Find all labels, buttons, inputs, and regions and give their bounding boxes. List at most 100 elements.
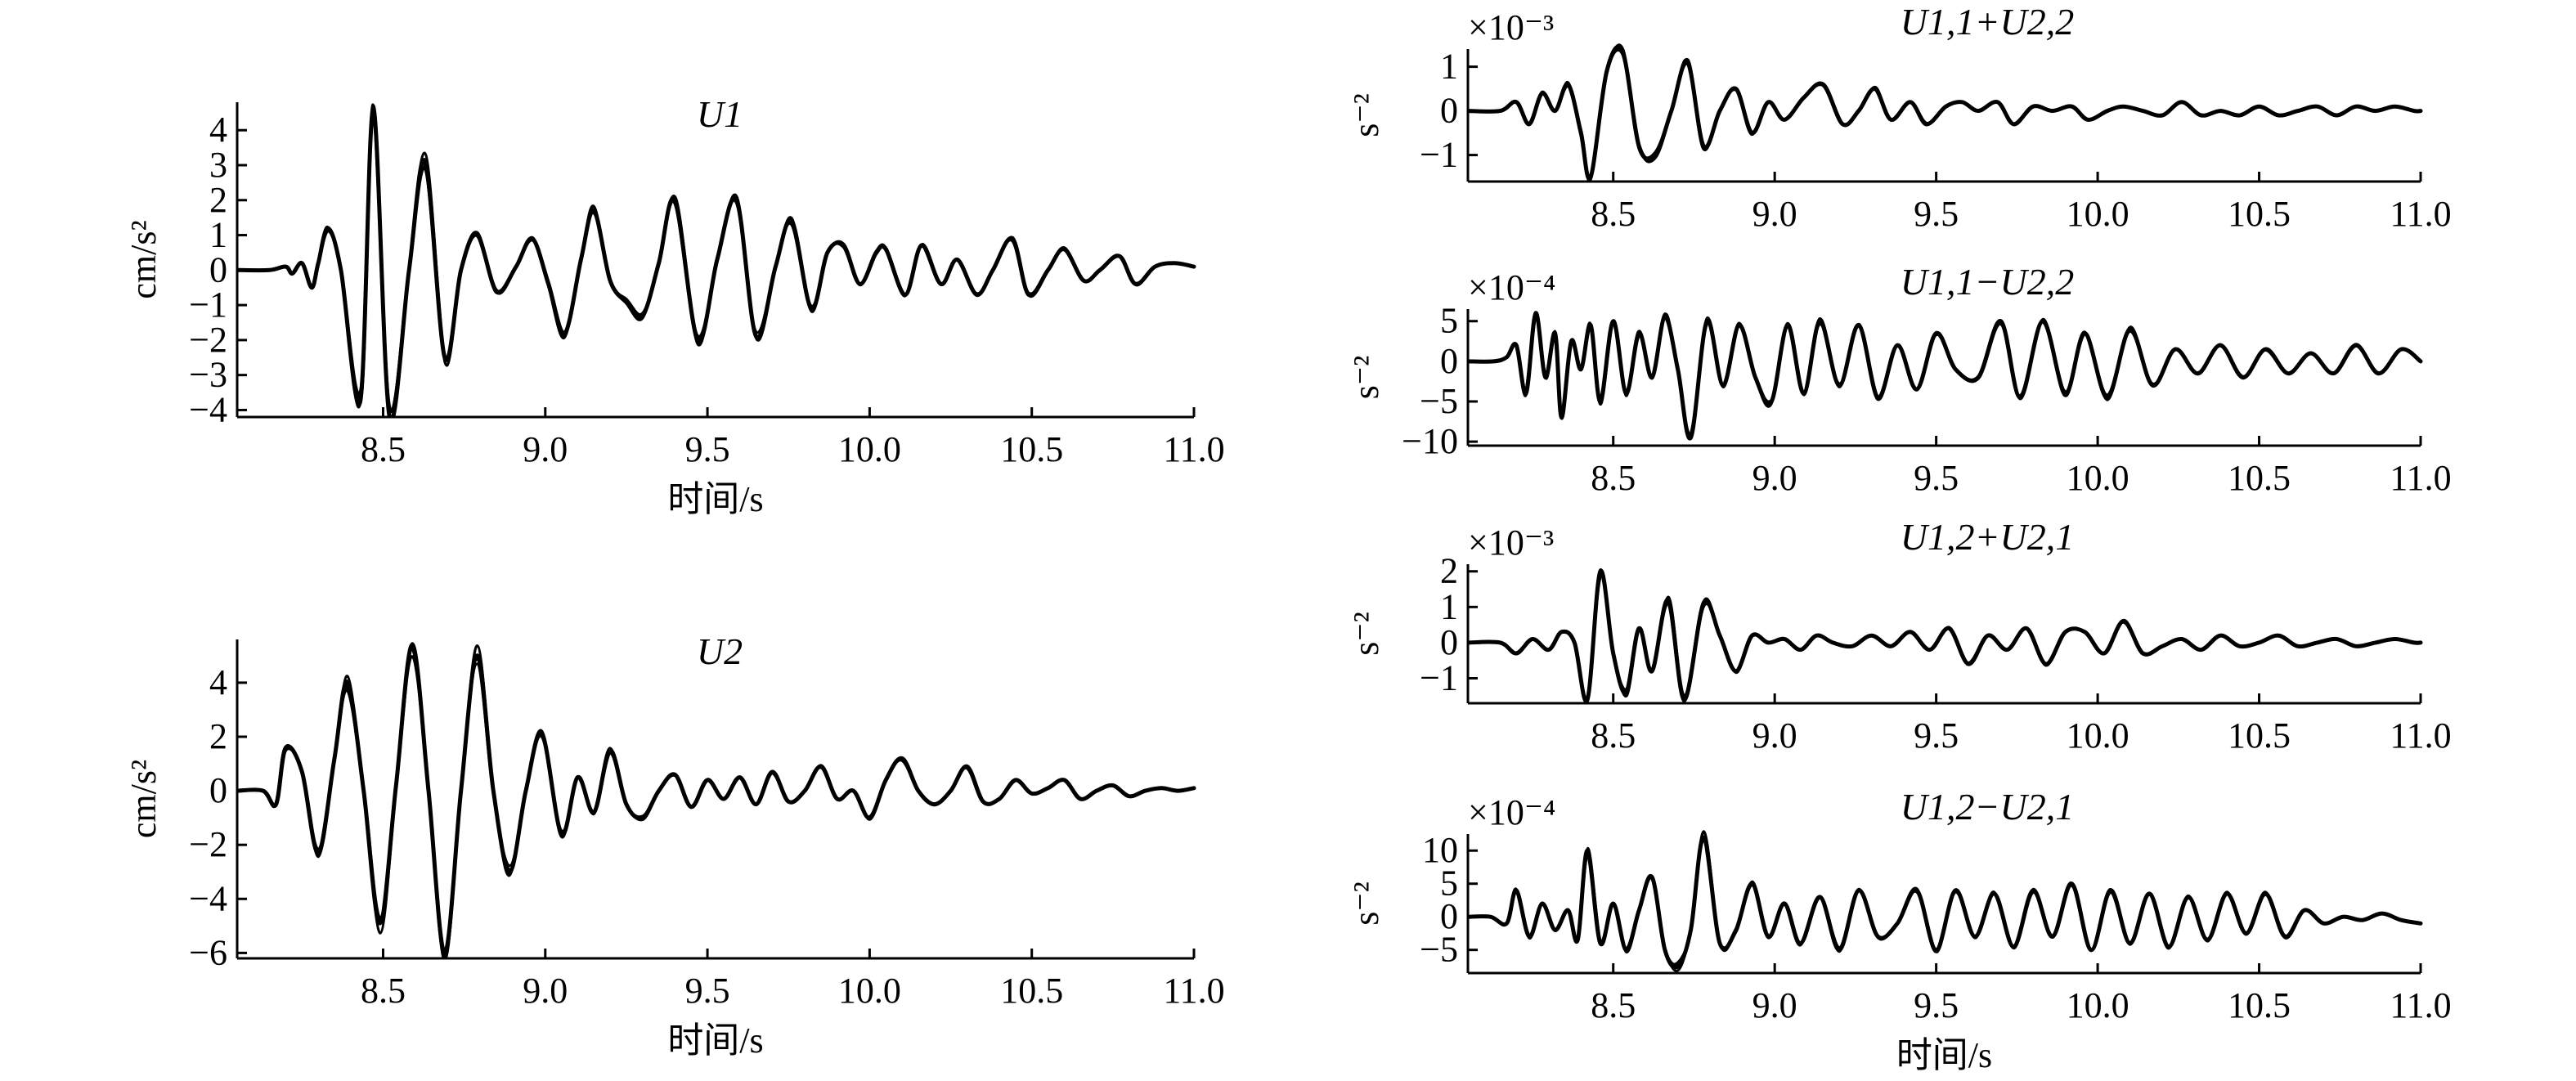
x-axis-label: 时间/s (667, 1020, 763, 1061)
series-line (1468, 831, 2422, 969)
series-line (1468, 835, 2423, 970)
panel-title: U1,2−U2,1 (1901, 786, 2074, 828)
x-tick-label: 11.0 (2390, 194, 2451, 234)
y-tick-label: 5 (1440, 863, 1458, 904)
y-axis-label: s⁻² (1346, 881, 1386, 926)
x-tick-label: 10.5 (2228, 985, 2291, 1025)
y-tick-label: −10 (1402, 421, 1458, 461)
scale-factor-label: ×10⁻⁴ (1468, 267, 1555, 307)
chart-u11-minus-u22: 8.5 9.0 9.5 10.0 10.5 11.0 50−5−10 s⁻² ×10⁻⁴ U1,1… (1346, 261, 2452, 498)
y-tick-label: 1 (1440, 586, 1458, 626)
x-tick-label: 10.0 (838, 971, 901, 1011)
x-tick-label: 9.5 (1914, 985, 1959, 1025)
x-tick-label: 11.0 (1163, 429, 1224, 469)
scale-factor-label: ×10⁻³ (1468, 523, 1554, 563)
x-tick-label: 9.0 (1752, 715, 1797, 756)
series-line (237, 642, 1196, 957)
y-axis-label: s⁻² (1346, 356, 1386, 400)
panel-title: U1,1−U2,2 (1901, 261, 2074, 303)
x-tick-label: 11.0 (1163, 971, 1224, 1011)
x-tick-label: 8.5 (1591, 715, 1636, 756)
panel-title: U1,1+U2,2 (1901, 1, 2074, 43)
x-axis-label: 时间/s (1896, 1035, 1992, 1075)
y-axis-label: cm/s² (123, 760, 164, 838)
chart-u2: 8.5 9.0 9.5 10.0 10.5 11.0 4 2 0 −2 −4 −6 cm/s² 时间/s U… (123, 630, 1225, 1061)
y-tick-label: −1 (1420, 657, 1458, 697)
x-tick-label: 9.0 (523, 429, 568, 469)
series-line (1468, 46, 2423, 182)
x-tick-label: 8.5 (1591, 985, 1636, 1025)
y-tick-label: 5 (1440, 301, 1458, 341)
x-tick-label: 11.0 (2390, 715, 2451, 756)
x-tick-label: 10.0 (2067, 458, 2129, 498)
panel-title: U2 (697, 630, 743, 672)
y-tick-label: 2 (209, 716, 227, 756)
y-tick-label: 2 (209, 180, 227, 220)
y-tick-label: 4 (209, 662, 227, 702)
series-line (237, 642, 1195, 958)
y-tick-label: −1 (1420, 135, 1458, 175)
x-tick-label: 9.5 (1914, 715, 1959, 756)
x-tick-label: 8.5 (361, 971, 406, 1011)
y-axis-label: s⁻² (1346, 612, 1386, 656)
y-tick-label: 10 (1422, 830, 1458, 870)
chart-u11-plus-u22: 8.5 9.0 9.5 10.0 10.5 11.0 10−1 s⁻² ×10⁻³ U1,1+U2… (1346, 1, 2452, 234)
x-tick-label: 9.0 (1752, 458, 1797, 498)
series-line (1468, 837, 2422, 966)
series-line (237, 644, 1195, 952)
y-tick-label: −2 (189, 824, 227, 864)
series-line (237, 104, 1196, 413)
y-tick-label: 0 (1440, 896, 1458, 936)
x-tick-label: 10.5 (1000, 971, 1063, 1011)
x-tick-label: 8.5 (1591, 458, 1636, 498)
panel-title: U1,2+U2,1 (1901, 516, 2074, 558)
y-tick-label: −5 (1420, 930, 1458, 970)
y-tick-label: 4 (209, 110, 227, 150)
y-tick-label: 0 (1440, 341, 1458, 381)
x-tick-label: 10.0 (2067, 985, 2129, 1025)
series-line (1468, 312, 2422, 439)
y-tick-label: 2 (1440, 551, 1458, 591)
y-tick-label: 3 (209, 145, 227, 185)
x-tick-label: 10.0 (838, 429, 901, 469)
x-tick-label: 9.0 (523, 971, 568, 1011)
y-tick-label: 0 (1440, 622, 1458, 662)
x-tick-label: 10.5 (2228, 194, 2291, 234)
y-tick-label: −2 (189, 320, 227, 360)
scale-factor-label: ×10⁻³ (1468, 7, 1554, 47)
x-tick-label: 11.0 (2390, 985, 2451, 1025)
x-tick-label: 9.5 (1914, 194, 1959, 234)
series-line (1468, 830, 2422, 966)
x-tick-label: 10.0 (2067, 715, 2129, 756)
y-tick-label: 1 (209, 215, 227, 255)
x-tick-label: 10.0 (2067, 194, 2129, 234)
x-tick-label: 9.5 (685, 429, 730, 469)
x-tick-label: 8.5 (361, 429, 406, 469)
x-tick-label: 9.5 (685, 971, 730, 1011)
series-line (1468, 568, 2422, 702)
y-tick-label: −4 (189, 389, 227, 429)
x-tick-label: 10.5 (2228, 715, 2291, 756)
x-tick-label: 8.5 (1591, 194, 1636, 234)
y-tick-label: −5 (1420, 381, 1458, 421)
series-line (1468, 43, 2422, 182)
y-axis-label: cm/s² (123, 220, 164, 298)
y-tick-label: 0 (209, 770, 227, 810)
x-tick-label: 9.0 (1752, 194, 1797, 234)
y-axis-label: s⁻² (1346, 93, 1386, 137)
chart-u12-plus-u21: 8.5 9.0 9.5 10.0 10.5 11.0 210−1 s⁻² ×10⁻³ U1,2+U… (1346, 516, 2452, 756)
y-tick-label: 0 (1440, 91, 1458, 131)
y-tick-label: 1 (1440, 47, 1458, 87)
series-line (237, 643, 1196, 955)
y-tick-label: −1 (189, 285, 227, 325)
y-tick-label: −6 (189, 932, 227, 972)
y-tick-label: −3 (189, 355, 227, 395)
x-tick-label: 10.5 (2228, 458, 2291, 498)
x-tick-label: 11.0 (2390, 458, 2451, 498)
x-tick-label: 10.5 (1000, 429, 1063, 469)
series-line (237, 647, 1196, 958)
series-line (237, 643, 1196, 958)
y-tick-label: 0 (209, 249, 227, 289)
